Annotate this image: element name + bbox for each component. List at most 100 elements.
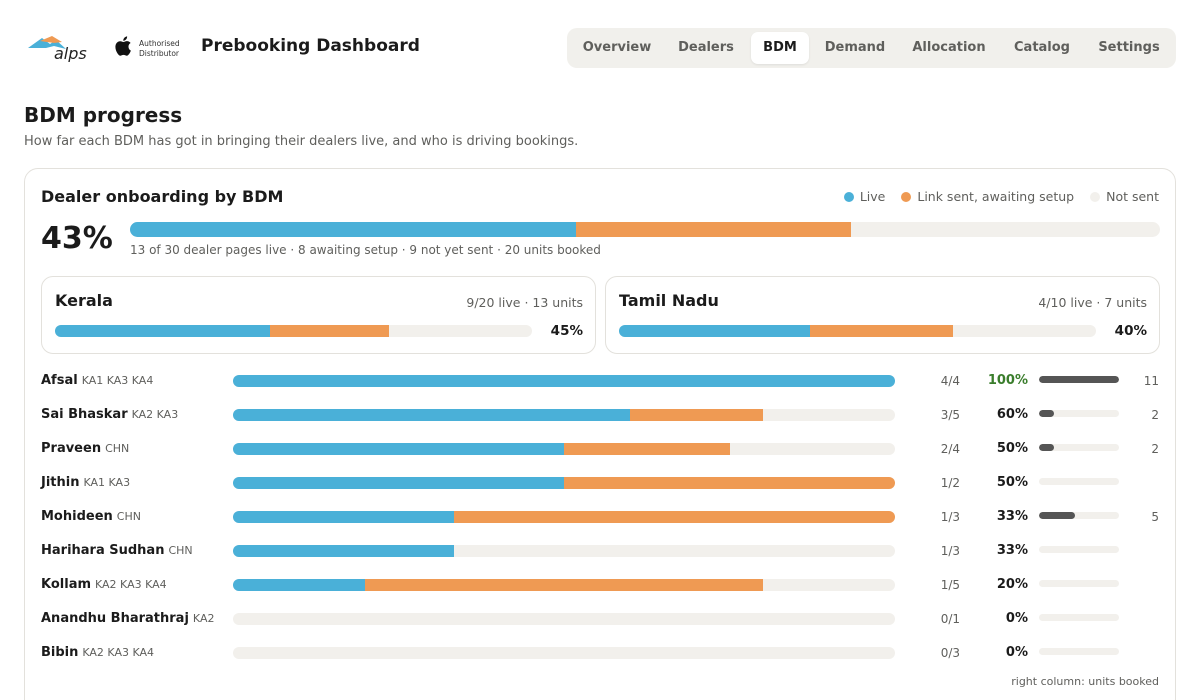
bdm-progress-bar — [233, 647, 895, 659]
bdm-progress-bar — [233, 477, 895, 489]
bdm-live-segment — [233, 579, 366, 591]
bdm-live-segment — [233, 443, 564, 455]
bdm-units-bar — [1039, 410, 1119, 417]
authorised-distributor-label: Authorised Distributor — [139, 39, 180, 59]
bdm-row[interactable]: Harihara Sudhan CHN 1/3 33% — [25, 541, 1177, 563]
region-live-segment — [55, 325, 270, 337]
region-card-kerala[interactable]: Kerala 9/20 live · 13 units 45% — [41, 276, 596, 354]
bdm-units-bar — [1039, 444, 1119, 451]
legend-live: Live — [843, 189, 886, 204]
tab-overview[interactable]: Overview — [582, 40, 652, 55]
region-card-tamil-nadu[interactable]: Tamil Nadu 4/10 live · 7 units 40% — [605, 276, 1160, 354]
bdm-units: 11 — [1143, 374, 1159, 388]
overall-percent: 43% — [41, 221, 113, 256]
legend-not-sent: Not sent — [1090, 189, 1159, 204]
bdm-name-text: Harihara Sudhan — [41, 543, 165, 558]
app-title: Prebooking Dashboard — [201, 36, 420, 56]
bdm-row[interactable]: Mohideen CHN 1/3 33% 5 — [25, 507, 1177, 529]
legend-sent-dot — [901, 191, 912, 202]
bdm-name: Anandhu Bharathraj KA2 — [41, 611, 214, 626]
bdm-percent: 0% — [1005, 611, 1028, 626]
region-sent-segment — [809, 325, 953, 337]
tab-bdm[interactable]: BDM — [751, 32, 809, 64]
region-sent-segment — [269, 325, 389, 337]
bdm-name: Bibin KA2 KA3 KA4 — [41, 645, 154, 660]
main-nav: Overview Dealers BDM Demand Allocation C… — [567, 28, 1176, 68]
bdm-region-codes: CHN — [116, 510, 141, 523]
bdm-fraction: 1/3 — [940, 510, 960, 524]
bdm-region-codes: KA2 KA3 KA4 — [82, 646, 155, 659]
bdm-progress-bar — [233, 511, 895, 523]
overall-summary: 13 of 30 dealer pages live · 8 awaiting … — [130, 243, 601, 257]
bdm-fraction: 1/3 — [940, 544, 960, 558]
bdm-row[interactable]: Praveen CHN 2/4 50% 2 — [25, 439, 1177, 461]
bdm-name: Praveen CHN — [41, 441, 129, 456]
bdm-live-segment — [233, 545, 454, 557]
legend-live-dot — [843, 191, 854, 202]
bdm-live-segment — [233, 409, 631, 421]
bdm-name: Mohideen CHN — [41, 509, 141, 524]
tab-dealers[interactable]: Dealers — [678, 40, 734, 55]
bdm-region-codes: KA2 KA3 — [131, 408, 179, 421]
region-percent: 40% — [1114, 323, 1147, 339]
region-meta: 4/10 live · 7 units — [1038, 295, 1147, 310]
bdm-row[interactable]: Jithin KA1 KA3 1/2 50% — [25, 473, 1177, 495]
bdm-percent: 0% — [1005, 645, 1028, 660]
bdm-fraction: 2/4 — [940, 442, 960, 456]
bdm-units-bar — [1039, 580, 1119, 587]
tab-demand[interactable]: Demand — [824, 40, 886, 55]
bdm-region-codes: KA2 — [192, 612, 215, 625]
region-live-segment — [619, 325, 810, 337]
bdm-name-text: Bibin — [41, 645, 79, 660]
legend-sent: Link sent, awaiting setup — [901, 189, 1074, 204]
card-title: Dealer onboarding by BDM — [41, 187, 284, 206]
bdm-units: 2 — [1151, 408, 1159, 422]
bdm-units-bar — [1039, 478, 1119, 485]
tab-catalog[interactable]: Catalog — [1014, 40, 1070, 55]
bdm-row[interactable]: Sai Bhaskar KA2 KA3 3/5 60% 2 — [25, 405, 1177, 427]
bdm-sent-segment — [564, 443, 730, 455]
region-meta: 9/20 live · 13 units — [466, 295, 583, 310]
region-name: Kerala — [55, 291, 113, 310]
overall-sent-segment — [576, 222, 851, 237]
auth-line2: Distributor — [139, 49, 180, 58]
bdm-region-codes: CHN — [105, 442, 130, 455]
bdm-units-bar — [1039, 546, 1119, 553]
legend-live-label: Live — [859, 189, 886, 204]
bdm-units-fill — [1039, 410, 1054, 417]
bdm-row[interactable]: Kollam KA2 KA3 KA4 1/5 20% — [25, 575, 1177, 597]
bdm-sent-segment — [453, 511, 895, 523]
bdm-fraction: 4/4 — [940, 374, 960, 388]
bdm-units-bar — [1039, 614, 1119, 621]
bdm-sent-segment — [630, 409, 763, 421]
bdm-progress-bar — [233, 375, 895, 387]
bdm-fraction: 1/5 — [940, 578, 960, 592]
alps-logo[interactable]: alps — [26, 32, 100, 63]
bdm-units: 5 — [1151, 510, 1159, 524]
footnote: right column: units booked — [1011, 675, 1159, 688]
bdm-units-fill — [1039, 512, 1076, 519]
page-title: BDM progress — [24, 103, 183, 127]
bdm-fraction: 0/3 — [940, 646, 960, 660]
bdm-progress-bar — [233, 443, 895, 455]
bdm-region-codes: KA1 KA3 KA4 — [81, 374, 154, 387]
bdm-row[interactable]: Afsal KA1 KA3 KA4 4/4 100% 11 — [25, 371, 1177, 393]
bdm-percent: 50% — [996, 475, 1028, 490]
bdm-percent: 33% — [996, 543, 1028, 558]
bdm-sent-segment — [564, 477, 895, 489]
app-header: alps Authorised Distributor Prebooking D… — [0, 0, 1200, 95]
bdm-row[interactable]: Bibin KA2 KA3 KA4 0/3 0% — [25, 643, 1177, 665]
tab-settings[interactable]: Settings — [1098, 40, 1160, 55]
bdm-percent: 100% — [987, 373, 1028, 388]
bdm-name-text: Kollam — [41, 577, 92, 592]
bdm-row[interactable]: Anandhu Bharathraj KA2 0/1 0% — [25, 609, 1177, 631]
region-name: Tamil Nadu — [619, 291, 719, 310]
bdm-name-text: Mohideen — [41, 509, 113, 524]
bdm-units-fill — [1039, 376, 1119, 383]
bdm-fraction: 1/2 — [940, 476, 960, 490]
bdm-percent: 20% — [996, 577, 1028, 592]
bdm-name: Harihara Sudhan CHN — [41, 543, 193, 558]
bdm-percent: 60% — [996, 407, 1028, 422]
tab-allocation[interactable]: Allocation — [912, 40, 986, 55]
bdm-units-bar — [1039, 376, 1119, 383]
